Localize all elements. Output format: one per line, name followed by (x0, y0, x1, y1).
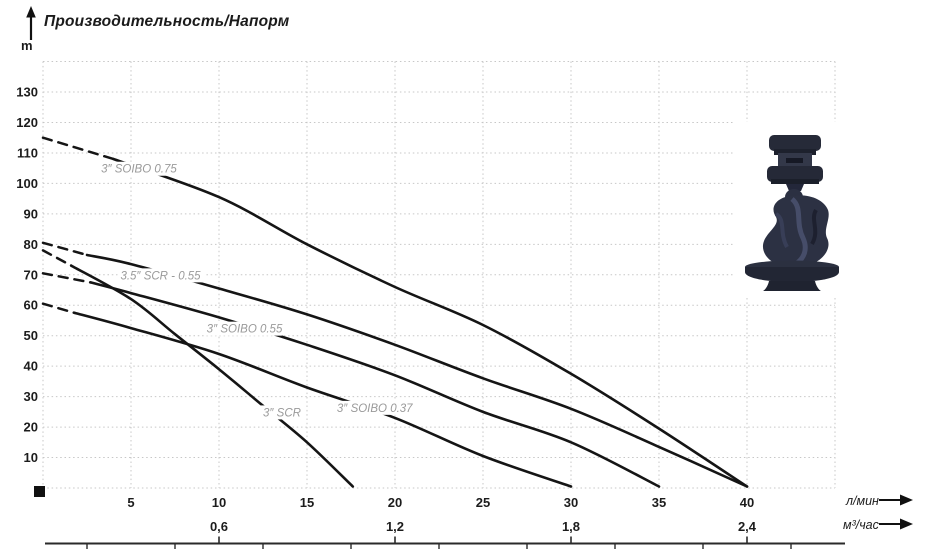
curve-label-3-soibo-0.37: 3″ SOIBO 0.37 (337, 403, 413, 415)
curve-label-backing (117, 268, 207, 283)
curve-dashed-3-soibo-0.75 (41, 136, 115, 161)
x-tick-label-lmin: 25 (476, 495, 490, 510)
curve-3-scr (69, 264, 355, 488)
curve-label-3-scr: 3″ SCR (263, 407, 301, 419)
curve-label-3.5-scr-0.55: 3.5″ SCR - 0.55 (120, 270, 201, 282)
curve-3.5-scr-0.55 (85, 253, 749, 488)
y-tick-label: 90 (24, 206, 38, 221)
curve-3-soibo-0.37 (73, 311, 573, 488)
x-tick-label-lmin: 40 (740, 495, 754, 510)
x-tick-label-lmin: 5 (127, 495, 134, 510)
x-axis-arrow-icon-secondary (879, 518, 913, 530)
curve-label-3-soibo-0.75: 3″ SOIBO 0.75 (101, 164, 177, 176)
x-axis-unit-secondary: м³/час (843, 518, 880, 532)
y-tick-label: 40 (24, 359, 38, 374)
curve-label-backing (260, 405, 301, 420)
y-tick-label: 30 (24, 389, 38, 404)
origin-marker (34, 486, 45, 497)
curve-3-soibo-0.55 (89, 281, 661, 488)
pump-product-image (735, 122, 845, 296)
curve-3-soibo-0.75 (112, 157, 749, 488)
y-tick-label: 50 (24, 328, 38, 343)
y-axis-unit-label: m (21, 38, 33, 53)
x-tick-label-lmin: 30 (564, 495, 578, 510)
chart-title: Производительность/Напорм (44, 13, 290, 30)
y-tick-label: 130 (16, 85, 38, 100)
curve-label-backing (98, 161, 177, 176)
x-tick-label-m3h: 2,4 (738, 519, 757, 534)
y-tick-label: 120 (16, 115, 38, 130)
x-axis-arrow-icon-primary (879, 494, 913, 506)
y-tick-label: 60 (24, 298, 38, 313)
curve-dashed-3.5-scr-0.55 (41, 241, 89, 257)
y-axis-arrow-icon (26, 6, 36, 40)
y-tick-label: 80 (24, 237, 38, 252)
y-tick-label: 20 (24, 420, 38, 435)
curve-dashed-3-soibo-0.37 (41, 302, 76, 315)
x-tick-label-lmin: 20 (388, 495, 402, 510)
x-tick-label-lmin: 15 (300, 495, 314, 510)
y-tick-label: 110 (17, 145, 38, 160)
x-tick-label-m3h: 0,6 (210, 519, 228, 534)
y-tick-label: 10 (24, 450, 38, 465)
y-tick-label: 70 (24, 267, 38, 282)
curve-label-backing (333, 400, 413, 415)
x-tick-label-m3h: 1,2 (386, 519, 404, 534)
curve-label-3-soibo-0.55: 3″ SOIBO 0.55 (207, 324, 283, 336)
y-tick-label: 100 (16, 176, 38, 191)
x-axis-unit-primary: л/мин (845, 494, 879, 508)
x-tick-label-m3h: 1,8 (562, 519, 580, 534)
x-tick-label-lmin: 35 (652, 495, 666, 510)
curve-dashed-3-soibo-0.55 (41, 272, 92, 284)
x-tick-label-lmin: 10 (212, 495, 226, 510)
curve-dashed-3-scr (41, 249, 73, 267)
curve-label-backing (203, 321, 282, 336)
